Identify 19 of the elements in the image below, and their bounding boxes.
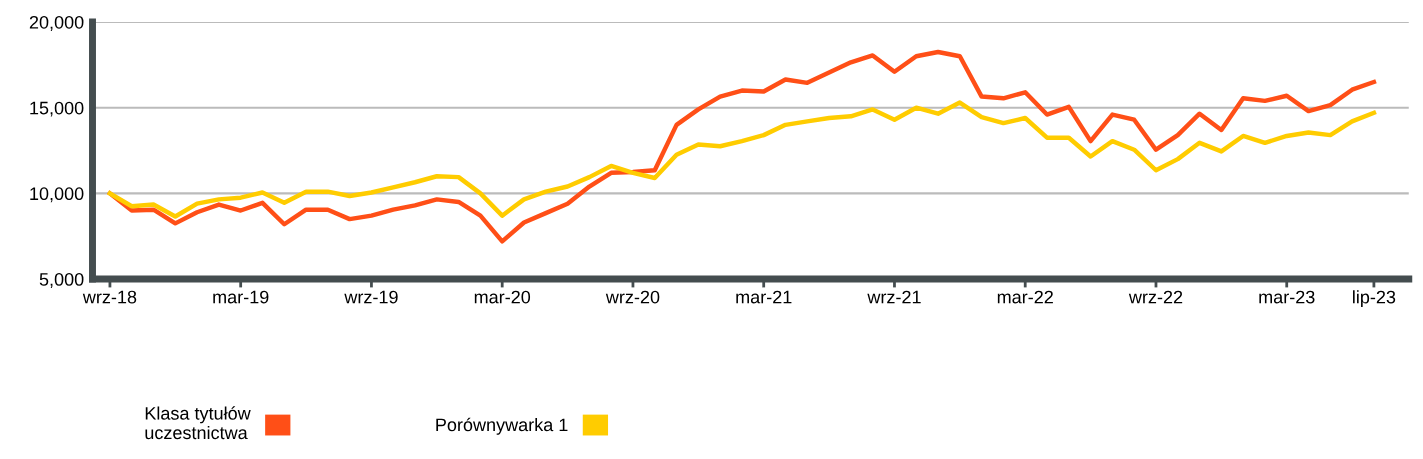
x-tick-label: mar-23	[1259, 290, 1315, 304]
x-tick-label: wrz-18	[82, 290, 137, 304]
x-tick-label: wrz-22	[1128, 290, 1183, 304]
x-tick-label: mar-20	[474, 290, 531, 304]
legend-label: Klasa tytułów uczestnictwa	[145, 406, 251, 440]
y-tick-label: 5,000	[39, 273, 84, 288]
y-tick-label: 10,000	[30, 187, 84, 203]
x-tick-label: wrz-20	[605, 290, 660, 304]
y-tick-label: 15,000	[30, 101, 84, 117]
y-tick-label: 20,000	[29, 15, 84, 31]
x-tick-label: mar-22	[997, 290, 1053, 304]
x-tick-label: wrz-19	[344, 290, 398, 304]
x-tick-label: mar-19	[213, 290, 269, 304]
legend-label: Porównywarka 1	[436, 417, 568, 435]
x-tick-label: lip-23	[1353, 290, 1396, 308]
x-tick-label: mar-21	[736, 290, 792, 304]
line-series	[107, 49, 1377, 244]
x-tick-label: wrz-21	[867, 290, 921, 304]
line-series	[107, 100, 1377, 219]
